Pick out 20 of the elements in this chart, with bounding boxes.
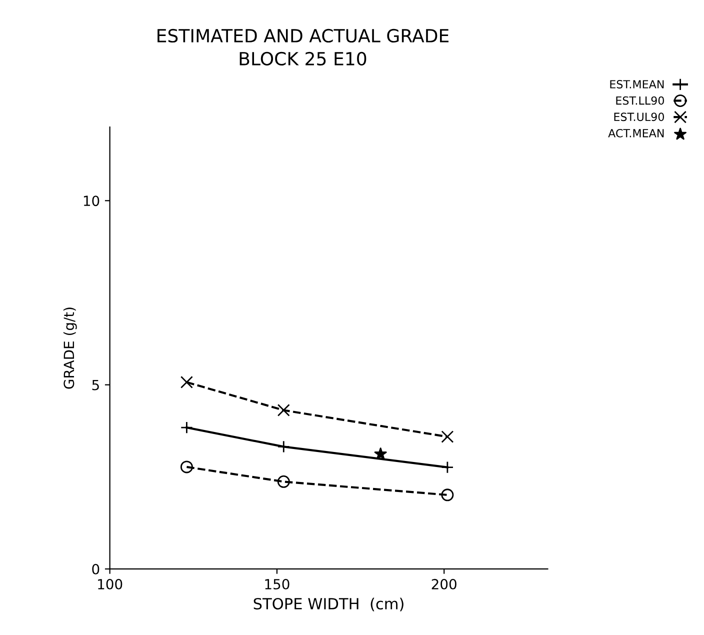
y-axis-title: GRADE (g/t) bbox=[63, 308, 77, 389]
point bbox=[180, 376, 193, 388]
legend-label: EST.LL90 bbox=[616, 96, 664, 105]
point bbox=[441, 430, 454, 443]
point bbox=[374, 448, 387, 460]
y-tick-label: 10 bbox=[84, 196, 100, 206]
x-tick-label: 100 bbox=[98, 578, 122, 590]
y-tick-label: 5 bbox=[92, 380, 99, 390]
point bbox=[180, 460, 193, 474]
y-tick-label: 0 bbox=[92, 564, 100, 574]
point bbox=[277, 475, 290, 488]
point bbox=[441, 488, 454, 502]
point bbox=[277, 404, 290, 416]
legend-label: EST.UL90 bbox=[614, 112, 664, 122]
x-axis-title: STOPE WIDTH (cm) bbox=[254, 598, 404, 612]
chart-title: ESTIMATED AND ACTUAL GRADE BLOCK 25 E10 bbox=[158, 28, 448, 66]
x-tick-label: 150 bbox=[265, 578, 290, 590]
legend-label: ACT.MEAN bbox=[608, 128, 664, 138]
x-tick-label: 200 bbox=[432, 578, 456, 590]
legend-label: EST.MEAN bbox=[610, 80, 664, 88]
